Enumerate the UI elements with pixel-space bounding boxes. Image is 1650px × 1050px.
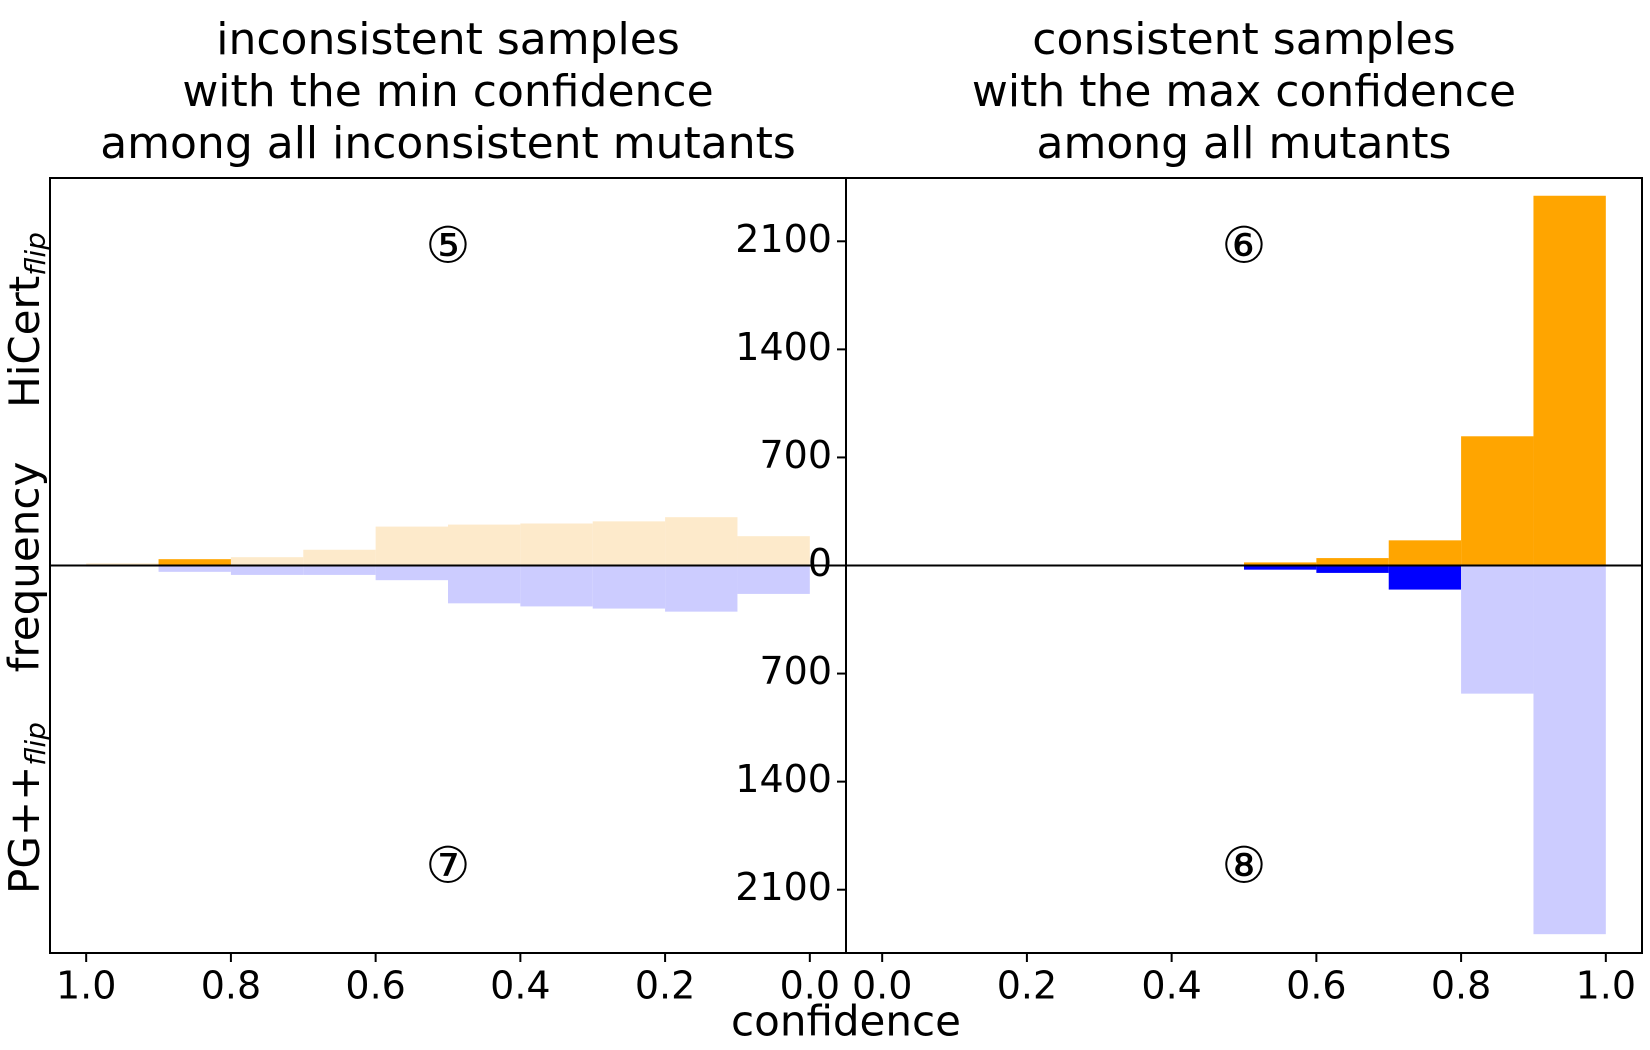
series-subscript: flip — [19, 722, 52, 766]
annotation: ⑦ — [426, 837, 471, 895]
x-tick-label: 0.6 — [345, 964, 405, 1008]
histogram-bar — [665, 517, 738, 566]
series-label: HiCertflip — [0, 232, 52, 408]
histogram-bar — [1316, 565, 1389, 573]
chart-title: with the max confidence — [972, 66, 1516, 117]
histogram-bar — [230, 565, 304, 575]
chart-title: among all inconsistent mutants — [100, 118, 796, 169]
chart-title: inconsistent samples — [216, 14, 680, 65]
x-tick-label: 0.8 — [1431, 964, 1491, 1008]
x-tick-label: 0.0 — [780, 964, 840, 1008]
y-tick-label: 1400 — [735, 757, 832, 801]
histogram-bar — [448, 565, 521, 604]
y-tick-label: 0 — [808, 541, 832, 585]
x-tick-label: 1.0 — [56, 964, 116, 1008]
histogram-bar — [737, 536, 810, 566]
histogram-bar — [1533, 195, 1606, 566]
histogram-bar — [1316, 558, 1389, 566]
x-tick-label: 0.0 — [852, 964, 912, 1008]
annotation: ⑤ — [426, 217, 471, 275]
histogram-bar — [1461, 565, 1534, 694]
histogram-bar — [1244, 562, 1317, 566]
histogram-bar — [1388, 565, 1462, 590]
series-name: PG++ — [0, 766, 49, 894]
histogram-bar — [592, 565, 666, 609]
histogram-bar — [375, 526, 448, 566]
y-tick-label: 1400 — [735, 325, 832, 369]
y-tick-label: 2100 — [735, 217, 832, 261]
chart-title: with the min confidence — [182, 66, 713, 117]
x-tick-label: 0.6 — [1286, 964, 1346, 1008]
chart-title: consistent samples — [1032, 14, 1455, 65]
histogram-bar — [375, 565, 448, 581]
histogram-bar — [1388, 540, 1462, 566]
x-tick-label: 1.0 — [1576, 964, 1636, 1008]
chart-title: among all mutants — [1037, 118, 1452, 169]
annotation: ⑥ — [1222, 217, 1267, 275]
x-tick-label: 0.4 — [490, 964, 550, 1008]
x-tick-label: 0.2 — [997, 964, 1057, 1008]
histogram-bar — [1461, 436, 1534, 566]
x-tick-label: 0.8 — [201, 964, 261, 1008]
histogram-bar — [1533, 565, 1606, 935]
histogram-bar — [303, 565, 376, 575]
histogram-bar — [1244, 565, 1317, 570]
series-subscript: flip — [19, 232, 52, 276]
histogram-bar — [665, 565, 738, 612]
histogram-bar — [520, 565, 593, 607]
series-name: HiCert — [0, 276, 49, 408]
y-tick-label: 2100 — [735, 865, 832, 909]
histogram-bar — [303, 549, 376, 566]
histogram-bar — [520, 523, 593, 566]
histogram-bar — [86, 563, 159, 566]
histogram-bar — [448, 524, 521, 566]
series-label: PG++flip — [0, 722, 52, 894]
histogram-bar — [158, 565, 231, 572]
x-tick-label: 0.4 — [1141, 964, 1201, 1008]
y-axis-label: frequency — [0, 462, 49, 673]
annotation: ⑧ — [1222, 837, 1267, 895]
histogram-bar — [592, 521, 666, 566]
x-tick-label: 0.2 — [635, 964, 695, 1008]
y-tick-label: 700 — [759, 649, 832, 693]
y-tick-label: 700 — [759, 433, 832, 477]
histogram-bar — [737, 565, 810, 594]
x-axis-label: confidence — [731, 997, 961, 1046]
histogram-bar — [230, 557, 304, 566]
histogram-bar — [158, 559, 231, 566]
